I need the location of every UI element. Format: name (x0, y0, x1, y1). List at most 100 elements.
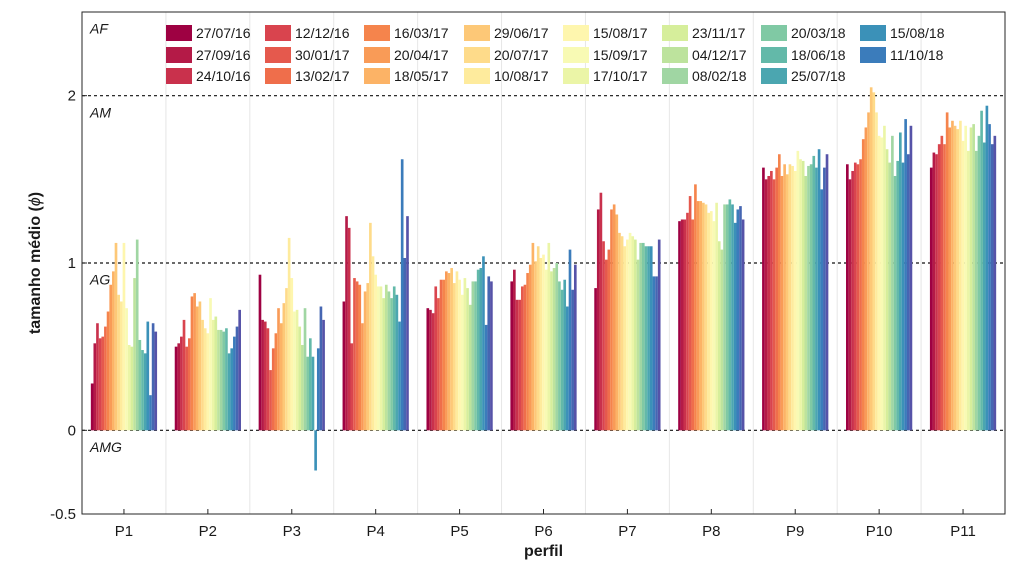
bar (371, 256, 375, 431)
bar (885, 149, 889, 431)
bar (149, 395, 152, 431)
bar (571, 289, 574, 431)
bar (851, 170, 854, 431)
bar (820, 189, 824, 431)
bar (374, 274, 378, 431)
bar (555, 263, 559, 431)
bar (993, 135, 997, 431)
bar (780, 175, 784, 431)
legend-label: 11/10/18 (890, 47, 944, 63)
bar (531, 242, 535, 431)
bar (694, 184, 697, 431)
bar (269, 370, 272, 431)
legend-swatch (166, 25, 192, 41)
y-tick-label: 0 (68, 422, 76, 439)
bar (445, 271, 448, 431)
legend-swatch (662, 68, 688, 84)
bar (888, 162, 892, 431)
bar (490, 281, 493, 431)
bar (122, 242, 126, 431)
legend-swatch (563, 25, 589, 41)
bar (696, 201, 700, 431)
bar (201, 319, 204, 431)
bar (877, 135, 881, 431)
zone-label: AF (89, 21, 109, 37)
y-axis-ticks: -0.5 0 1 2 (50, 88, 87, 523)
bar (807, 165, 810, 431)
bar (715, 202, 718, 431)
bar (154, 331, 158, 431)
legend-label: 29/06/17 (494, 25, 549, 41)
bar (956, 129, 960, 431)
bar (725, 204, 729, 431)
bar (266, 328, 270, 431)
x-axis-title: perfil (524, 543, 563, 560)
bar (180, 336, 183, 431)
bar (190, 296, 194, 431)
bar-series (90, 87, 997, 471)
legend-swatch (166, 47, 192, 63)
bar (959, 120, 962, 431)
bar (953, 125, 957, 431)
bar (552, 268, 556, 431)
bar (93, 343, 97, 431)
bar (106, 311, 110, 431)
bar (133, 278, 136, 431)
bar (951, 120, 954, 431)
bar (353, 278, 356, 431)
bar (848, 179, 852, 431)
bar (203, 328, 207, 431)
legend-swatch (563, 68, 589, 84)
bar (316, 348, 320, 431)
bar (355, 281, 359, 431)
y-tick-label: 2 (68, 88, 76, 105)
bar (306, 356, 309, 431)
bar (127, 344, 131, 431)
legend-swatch (464, 25, 490, 41)
bar (762, 167, 765, 431)
bar (442, 279, 446, 431)
bar (479, 268, 483, 431)
legend-swatch (265, 47, 291, 63)
bar (195, 306, 199, 431)
x-tick-label: P4 (367, 523, 385, 540)
bar (510, 281, 514, 431)
bar (909, 125, 913, 431)
legend-swatch (364, 68, 390, 84)
bar (222, 331, 226, 431)
bar (623, 246, 627, 431)
bar (303, 308, 307, 431)
bar (733, 222, 737, 431)
bar (631, 236, 635, 431)
bar (550, 271, 553, 431)
bar (138, 339, 142, 431)
y-axis-title-symbol: ϕ (27, 197, 44, 206)
x-tick-label: P6 (534, 523, 552, 540)
bar (872, 92, 876, 431)
bar (626, 239, 629, 431)
bar (869, 87, 873, 431)
bar (636, 259, 640, 431)
bar (982, 142, 986, 431)
bar (382, 298, 385, 431)
bar (688, 196, 692, 431)
bar (961, 140, 965, 431)
bar (295, 309, 299, 431)
bar (723, 204, 726, 431)
bar (539, 257, 543, 431)
bar (932, 152, 936, 431)
bar (125, 308, 128, 431)
bar (484, 324, 488, 431)
bar (801, 160, 805, 431)
bar (901, 162, 905, 431)
bar (717, 241, 721, 431)
bar (599, 192, 603, 431)
bar (431, 313, 435, 431)
legend-label: 25/07/18 (791, 68, 846, 84)
bar (518, 299, 521, 431)
legend-swatch (265, 25, 291, 41)
zone-labels: AF AM AG AMG (89, 21, 122, 455)
bar (796, 150, 800, 431)
bar (293, 311, 296, 431)
bar (143, 353, 147, 431)
